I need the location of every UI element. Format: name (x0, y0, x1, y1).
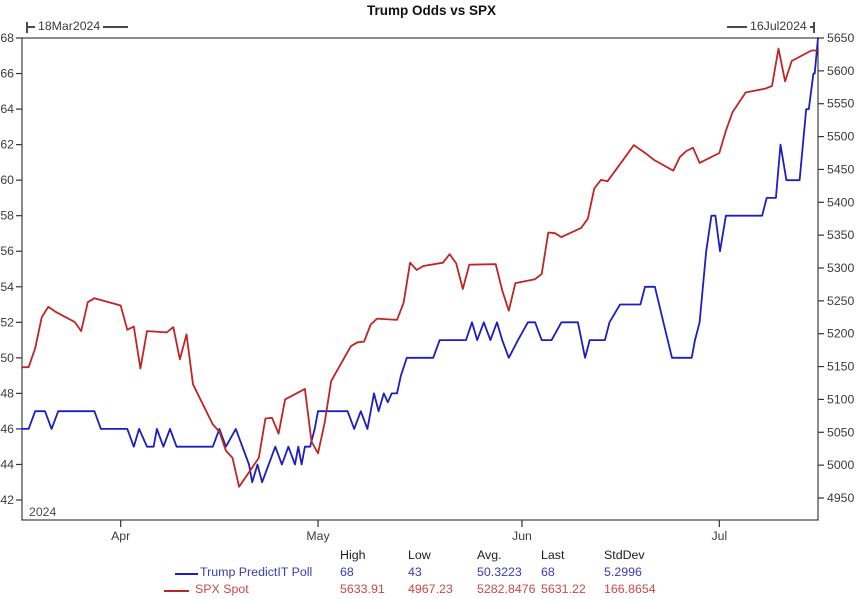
spx-last: 5631.22 (541, 582, 586, 596)
right-tick-label: 5150 (827, 360, 855, 374)
left-tick-label: 68 (0, 31, 14, 45)
right-tick-label: 5650 (827, 31, 855, 45)
left-tick-label: 42 (0, 493, 14, 507)
right-tick-label: 5600 (827, 64, 855, 78)
right-tick-label: 5050 (827, 425, 855, 439)
trump-low: 43 (408, 565, 422, 579)
start-date-tick (26, 21, 28, 33)
right-tick-label: 5400 (827, 195, 855, 209)
left-tick-label: 56 (0, 244, 14, 258)
legend-label-trump: Trump PredictIT Poll (200, 565, 313, 579)
spx-low: 4967.23 (408, 582, 453, 596)
stats-header-last: Last (541, 548, 565, 562)
end-date-line (727, 26, 747, 28)
left-tick-label: 66 (0, 67, 14, 81)
x-tick-label-jul: Jul (711, 529, 727, 543)
series-line-spx-spot (21, 47, 819, 488)
x-tick-label-apr: Apr (111, 529, 130, 543)
start-date-marker: 18Mar2024 (26, 19, 129, 33)
right-tick-label: 5300 (827, 261, 855, 275)
trump-last: 68 (541, 565, 555, 579)
x-tick-label-may: May (306, 529, 330, 543)
end-date-marker: 16Jul2024 (727, 19, 815, 33)
left-tick-label: 60 (0, 173, 14, 187)
left-tick-label: 62 (0, 138, 14, 152)
spx-avg: 5282.8476 (477, 582, 536, 596)
stats-header-stddev: StdDev (604, 548, 645, 562)
right-tick-label: 4950 (827, 491, 855, 505)
start-date-label: 18Mar2024 (38, 19, 101, 33)
end-date-line-trail (809, 26, 813, 28)
right-tick-label: 5550 (827, 97, 855, 111)
end-date-label: 16Jul2024 (750, 19, 807, 33)
stats-header-avg: Avg. (477, 548, 502, 562)
legend-line-spx-icon (164, 590, 189, 592)
start-date-line (28, 26, 35, 28)
right-tick-label: 5100 (827, 392, 855, 406)
spx-stddev: 166.8654 (604, 582, 656, 596)
chart-title: Trump Odds vs SPX (366, 3, 497, 18)
left-tick-label: 44 (0, 457, 14, 471)
legend-label-spx: SPX Spot (195, 582, 249, 596)
trump-high: 68 (340, 565, 354, 579)
left-tick-label: 50 (0, 351, 14, 365)
right-tick-label: 5500 (827, 130, 855, 144)
stats-header-high: High (340, 548, 366, 562)
right-tick-label: 5000 (827, 458, 855, 472)
left-tick-label: 52 (0, 315, 14, 329)
right-tick-label: 5350 (827, 228, 855, 242)
start-date-line-trail (103, 26, 129, 28)
stats-header-low: Low (408, 548, 431, 562)
left-tick-label: 46 (0, 422, 14, 436)
plot-border (21, 37, 819, 521)
legend-line-trump-icon (175, 573, 198, 575)
spx-high: 5633.91 (340, 582, 385, 596)
x-tick-label-jun: Jun (512, 529, 532, 543)
right-tick-label: 5250 (827, 294, 855, 308)
left-axis (16, 37, 22, 501)
left-tick-label: 54 (0, 280, 14, 294)
x-axis (120, 520, 720, 527)
left-tick-label: 64 (0, 102, 14, 116)
end-date-tick (812, 21, 815, 33)
trump-avg: 50.3223 (477, 565, 522, 579)
right-tick-label: 5450 (827, 162, 855, 176)
left-tick-label: 48 (0, 386, 14, 400)
right-axis (818, 37, 824, 499)
year-label: 2024 (29, 505, 57, 519)
trump-stddev: 5.2996 (604, 565, 642, 579)
right-tick-label: 5200 (827, 327, 855, 341)
left-tick-label: 58 (0, 209, 14, 223)
series-line-trump-predictit-poll (21, 37, 819, 484)
